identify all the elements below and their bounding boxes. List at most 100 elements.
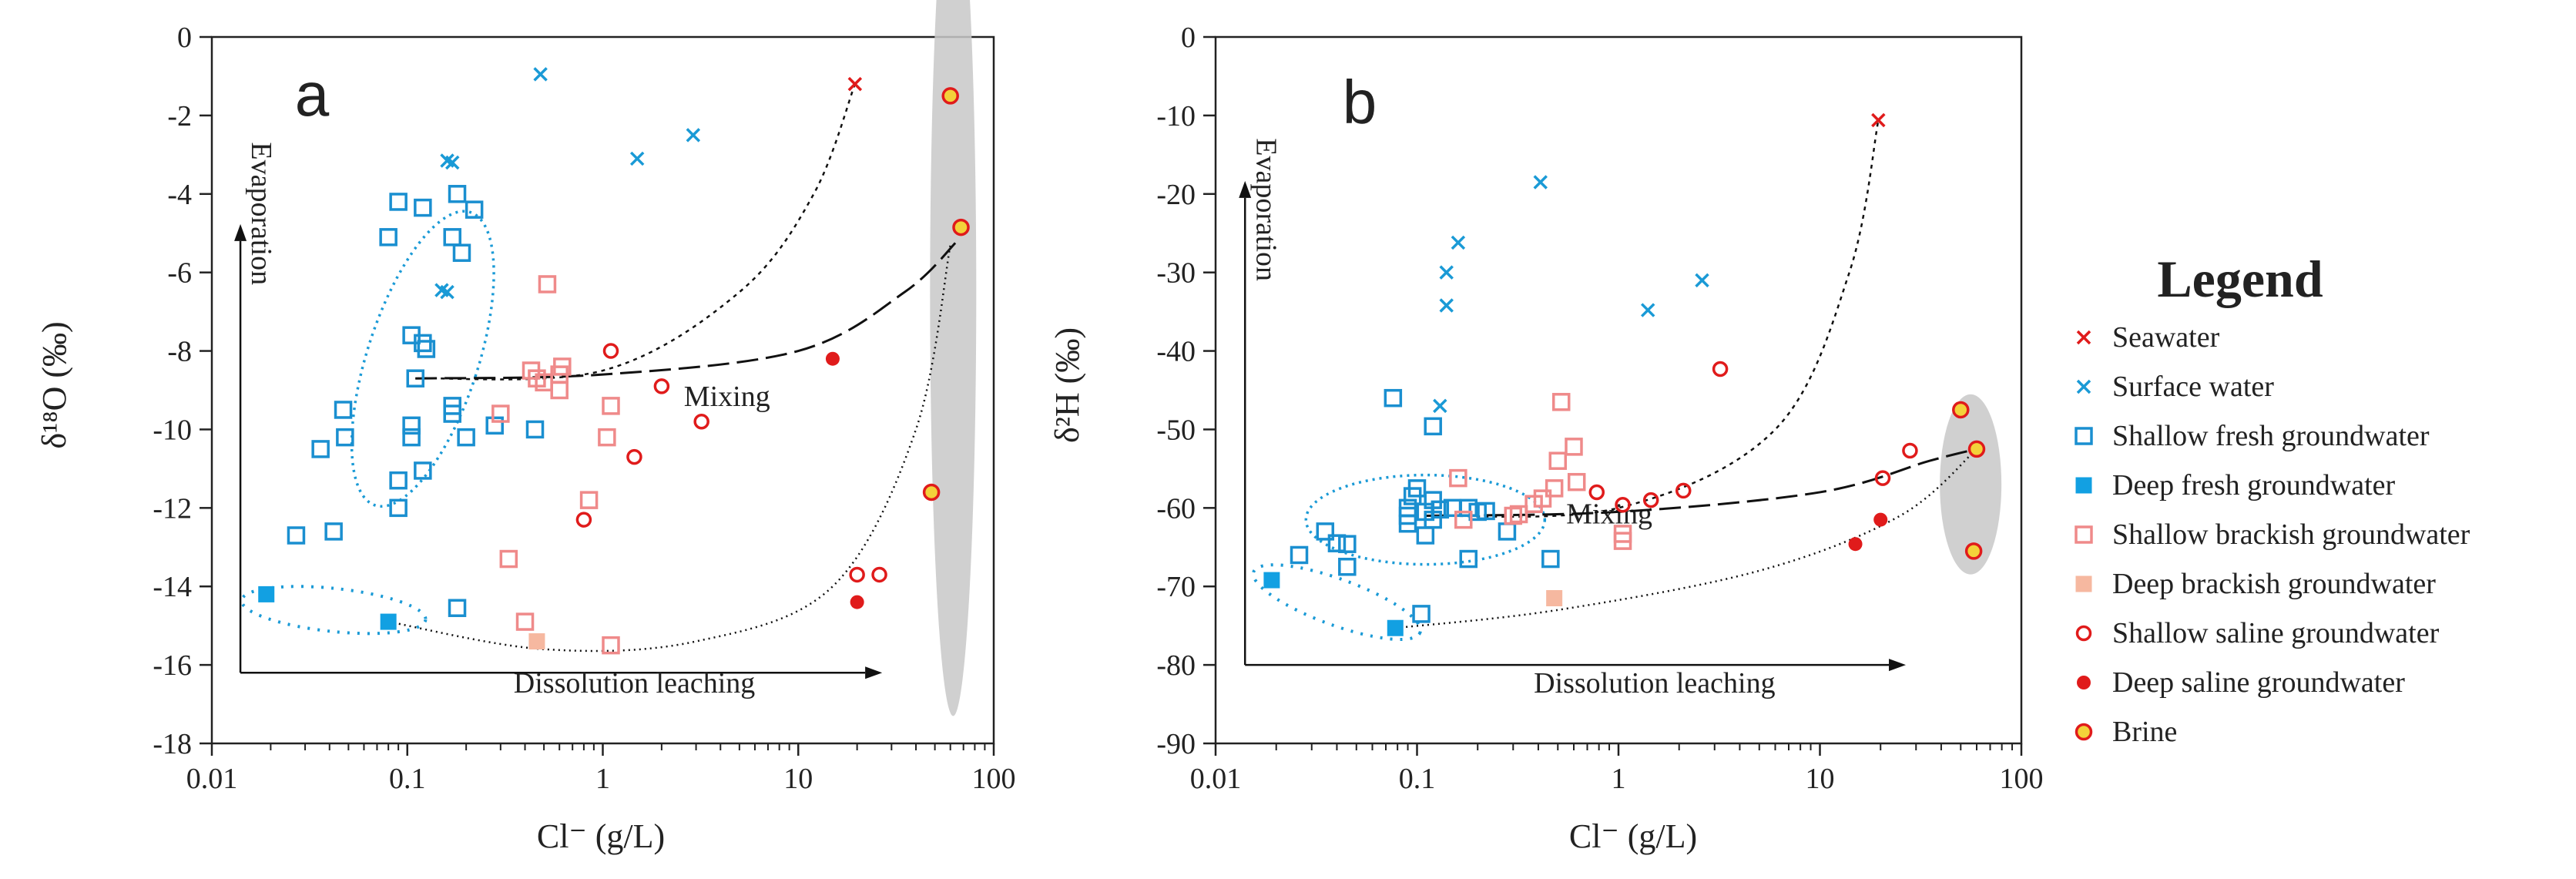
data-point bbox=[538, 275, 557, 294]
data-point bbox=[1548, 451, 1568, 470]
dissolution-curve bbox=[1395, 448, 1977, 629]
process-arrows bbox=[234, 223, 883, 679]
data-point bbox=[414, 461, 432, 480]
brine-zone bbox=[930, 0, 977, 716]
data-point bbox=[406, 369, 425, 387]
data-point bbox=[1451, 235, 1466, 250]
data-point bbox=[1433, 398, 1447, 414]
dissolution-curve bbox=[387, 244, 951, 653]
legend-label: Brine bbox=[2112, 716, 2177, 748]
data-point bbox=[1459, 549, 1478, 569]
data-point bbox=[1613, 532, 1632, 550]
x-tick-label: 0.01 bbox=[186, 763, 238, 795]
process-arrows bbox=[1239, 180, 1907, 672]
data-point bbox=[922, 483, 941, 502]
y-tick-label: -10 bbox=[153, 414, 192, 446]
legend-item-shallow_brackish: Shallow brackish groundwater bbox=[2075, 518, 2470, 551]
series-seawater bbox=[847, 76, 863, 92]
data-point bbox=[629, 151, 645, 166]
evaporation-arrowhead bbox=[234, 223, 247, 241]
legend: Legend Seawater Surface water Shallow fres… bbox=[2075, 250, 2470, 748]
y-tick-label: -50 bbox=[1156, 414, 1196, 446]
legend-marker bbox=[2075, 525, 2093, 544]
data-point bbox=[1545, 479, 1564, 498]
data-point bbox=[515, 612, 535, 631]
data-point bbox=[1327, 534, 1347, 552]
data-point bbox=[491, 404, 510, 423]
data-point bbox=[1509, 505, 1528, 524]
x-tick-label: 10 bbox=[1806, 763, 1835, 795]
y-tick-label: -70 bbox=[1156, 571, 1196, 603]
data-point bbox=[417, 340, 436, 358]
mixing-label: Mixing bbox=[684, 381, 770, 413]
y-tick-label: -2 bbox=[167, 100, 192, 133]
legend-marker bbox=[2075, 723, 2093, 741]
data-point bbox=[602, 636, 620, 655]
data-point bbox=[1551, 393, 1571, 411]
data-point bbox=[452, 243, 471, 262]
data-point bbox=[336, 428, 354, 447]
data-point bbox=[1398, 514, 1417, 533]
y-tick-label: -8 bbox=[167, 336, 192, 368]
x-tick-label: 100 bbox=[972, 763, 1016, 795]
y-tick-label: -16 bbox=[153, 649, 192, 682]
data-point bbox=[1640, 303, 1655, 317]
legend-label: Seawater bbox=[2112, 321, 2220, 354]
y-tick-label: -90 bbox=[1156, 728, 1196, 760]
legend-item-deep_fresh: Deep fresh groundwater bbox=[2075, 469, 2396, 502]
x-axis-title: Cl⁻ (g/L) bbox=[1569, 817, 1697, 855]
data-point bbox=[941, 87, 959, 105]
data-point bbox=[849, 566, 865, 583]
data-point bbox=[525, 420, 545, 439]
series-deep_brackish bbox=[1546, 590, 1563, 607]
evaporation-label: Evaporation bbox=[245, 142, 277, 285]
x-tick-label: 1 bbox=[595, 763, 610, 795]
series-brine bbox=[922, 87, 970, 502]
data-point bbox=[1338, 535, 1357, 553]
x-tick-label: 100 bbox=[2000, 763, 2044, 795]
data-point bbox=[1454, 510, 1473, 529]
x-tick-label: 0.1 bbox=[1399, 763, 1436, 795]
legend-marker bbox=[2076, 379, 2091, 394]
series-surface bbox=[434, 67, 701, 300]
brine-zone bbox=[1940, 394, 2002, 575]
legend-marker bbox=[2075, 575, 2092, 592]
series-shallow_brackish bbox=[491, 275, 620, 655]
data-point bbox=[1439, 298, 1454, 313]
data-point bbox=[414, 334, 432, 353]
data-point bbox=[258, 585, 275, 602]
data-point bbox=[1873, 512, 1888, 527]
evaporation-curve bbox=[1425, 119, 1880, 518]
legend-item-brine: Brine bbox=[2075, 716, 2177, 748]
data-point bbox=[389, 471, 408, 490]
data-point bbox=[575, 512, 592, 528]
y-tick-label: -10 bbox=[1156, 100, 1196, 133]
data-point bbox=[1504, 506, 1523, 525]
data-point bbox=[871, 566, 887, 583]
panel-label: b bbox=[1343, 68, 1377, 136]
data-points bbox=[258, 67, 970, 655]
legend-item-shallow_saline: Shallow saline groundwater bbox=[2075, 617, 2440, 649]
data-point bbox=[1533, 175, 1548, 190]
legend-item-deep_brackish: Deep brackish groundwater bbox=[2075, 568, 2436, 600]
dissolution-label: Dissolution leaching bbox=[514, 667, 755, 700]
data-point bbox=[653, 378, 670, 394]
legend-title: Legend bbox=[2157, 250, 2323, 308]
y-tick-label: 0 bbox=[1181, 22, 1196, 54]
legend-marker bbox=[2075, 427, 2093, 445]
data-point bbox=[1416, 526, 1435, 545]
data-point bbox=[1642, 492, 1659, 508]
legend-label: Shallow saline groundwater bbox=[2112, 617, 2440, 649]
y-tick-label: -30 bbox=[1156, 257, 1196, 290]
data-point bbox=[602, 397, 620, 415]
data-point bbox=[847, 76, 863, 92]
mixing-curve bbox=[1425, 448, 1977, 518]
data-point bbox=[443, 228, 461, 247]
x-tick-label: 1 bbox=[1612, 763, 1626, 795]
data-point bbox=[1338, 558, 1357, 576]
evaporation-arrowhead bbox=[1239, 180, 1252, 198]
data-point bbox=[1449, 468, 1467, 488]
legend-item-deep_saline: Deep saline groundwater bbox=[2077, 666, 2405, 699]
y-tick-label: 0 bbox=[177, 22, 192, 54]
data-point bbox=[1541, 549, 1560, 569]
